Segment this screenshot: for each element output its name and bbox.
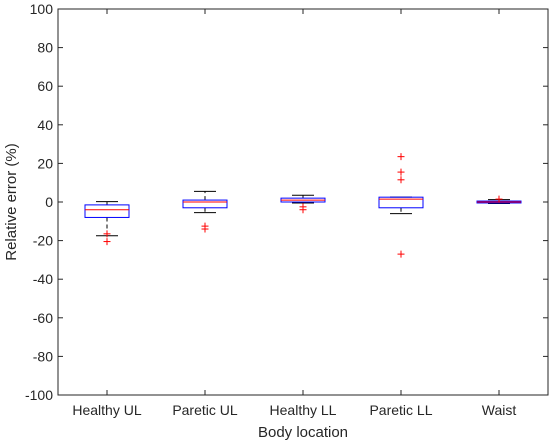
- x-tick-label: Healthy UL: [72, 402, 141, 418]
- box-group: [182, 190, 228, 233]
- y-axis-label: Relative error (%): [3, 143, 20, 261]
- x-tick-label: Waist: [482, 402, 517, 418]
- y-tick-label: -100: [25, 387, 53, 403]
- box-group: [280, 194, 326, 214]
- box-iqr: [182, 199, 228, 209]
- box-group: [476, 195, 522, 205]
- y-tick-label: -20: [33, 233, 53, 249]
- outlier-marker: [397, 153, 405, 161]
- outlier-marker: [397, 250, 405, 258]
- y-tick-label: 40: [37, 117, 53, 133]
- y-tick-label: -80: [33, 348, 53, 364]
- y-tick-label: 0: [45, 194, 53, 210]
- box-group: [84, 201, 130, 246]
- x-tick-label: Paretic UL: [172, 402, 238, 418]
- outlier-marker: [397, 176, 405, 184]
- y-tick-label: -60: [33, 310, 53, 326]
- axes-layer: -100 -80 -60 -40 -20 0 20 40 60 80 100 Healthy UL Pa…: [25, 1, 549, 418]
- outlier-marker: [299, 206, 307, 214]
- outlier-marker: [397, 168, 405, 176]
- y-tick-label: 20: [37, 155, 53, 171]
- box-iqr: [84, 204, 130, 218]
- box-iqr: [378, 196, 424, 209]
- outlier-marker: [103, 230, 111, 238]
- boxes-layer: [84, 153, 522, 258]
- x-tick-label: Paretic LL: [369, 402, 432, 418]
- outlier-marker: [201, 225, 209, 233]
- outlier-marker: [103, 238, 111, 246]
- x-tick-label: Healthy LL: [270, 402, 337, 418]
- x-axis-label: Body location: [258, 424, 348, 440]
- outlier-marker: [495, 195, 503, 203]
- y-tick-label: 100: [30, 1, 54, 17]
- y-tick-label: 80: [37, 40, 53, 56]
- y-tick-label: 60: [37, 78, 53, 94]
- box-group: [378, 153, 424, 258]
- y-tick-label: -40: [33, 271, 53, 287]
